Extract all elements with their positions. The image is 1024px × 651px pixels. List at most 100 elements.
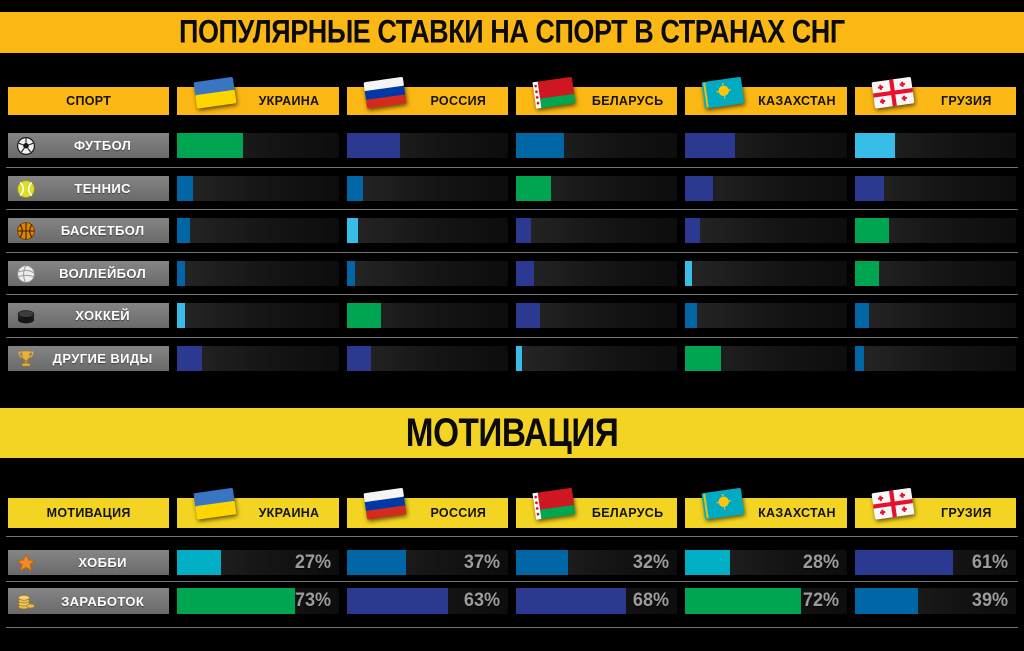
bar xyxy=(346,261,355,286)
bar xyxy=(515,133,565,158)
motivation-header-label: МОТИВАЦИЯ xyxy=(46,506,131,520)
bar xyxy=(515,303,541,328)
bar-track-ukraine xyxy=(177,176,339,201)
country-header-ukraine: УКРАИНА xyxy=(177,77,339,115)
bar xyxy=(346,346,371,371)
bar-track-ukraine xyxy=(177,303,339,328)
row-label-cell: ВОЛЛЕЙБОЛ xyxy=(8,261,170,286)
sport-header-row: СПОРТ УКРАИНА РОССИЯ БЕЛАРУСЬ КАЗАХСТАН xyxy=(8,77,1016,115)
bar xyxy=(346,133,400,158)
bar-track-russia: 63% xyxy=(346,588,508,614)
bar-track-kazakhstan xyxy=(685,346,847,371)
row-divider xyxy=(6,627,1018,628)
percent-value: 73% xyxy=(294,590,331,611)
bar xyxy=(515,218,531,243)
row-label-cell: ФУТБОЛ xyxy=(8,133,170,158)
bar xyxy=(177,176,194,201)
bar-track-kazakhstan xyxy=(685,303,847,328)
sport-label: БАСКЕТБОЛ xyxy=(60,223,145,238)
country-name: УКРАИНА xyxy=(258,506,320,520)
country-name: РОССИЯ xyxy=(430,94,487,108)
belarus-flag-icon xyxy=(532,77,576,109)
country-name: БЕЛАРУСЬ xyxy=(591,506,664,520)
country-name: ГРУЗИЯ xyxy=(940,506,992,520)
bar xyxy=(177,550,221,575)
bar xyxy=(685,176,713,201)
row-divider xyxy=(6,536,1018,537)
volleyball-icon xyxy=(16,264,36,284)
bar xyxy=(515,346,523,371)
bar xyxy=(854,261,879,286)
basketball-icon xyxy=(16,221,36,241)
country-header-ukraine: УКРАИНА xyxy=(177,488,339,528)
percent-value: 28% xyxy=(802,551,839,573)
bar-track-kazakhstan xyxy=(685,133,847,158)
country-name: ГРУЗИЯ xyxy=(940,94,992,108)
bar xyxy=(177,133,244,158)
percent-value: 37% xyxy=(463,551,500,573)
bar xyxy=(685,303,697,328)
sport-row-football: ФУТБОЛ xyxy=(8,133,1016,158)
bar-track-georgia xyxy=(854,261,1016,286)
row-label-cell: ТЕННИС xyxy=(8,176,170,201)
motivation-row-hobby: ХОББИ 27% 37% 32% 28% 61% xyxy=(8,550,1016,575)
bar-track-georgia: 61% xyxy=(854,550,1016,575)
row-label-cell: ХОББИ xyxy=(8,550,170,575)
bar-track-kazakhstan xyxy=(685,218,847,243)
bar-track-belarus xyxy=(515,218,678,243)
bar-track-belarus: 68% xyxy=(515,588,678,614)
sport-section-title: ПОПУЛЯРНЫЕ СТАВКИ НА СПОРТ В СТРАНАХ СНГ xyxy=(179,14,845,50)
percent-value: 72% xyxy=(802,590,839,611)
motivation-section-banner: МОТИВАЦИЯ xyxy=(0,408,1024,458)
row-label-cell: ДРУГИЕ ВИДЫ xyxy=(8,346,170,371)
bar-track-kazakhstan xyxy=(685,176,847,201)
bar xyxy=(177,346,202,371)
country-name: УКРАИНА xyxy=(258,94,320,108)
bar xyxy=(854,550,954,575)
bar xyxy=(515,176,552,201)
row-label-cell: ЗАРАБОТОК xyxy=(8,588,170,614)
bar xyxy=(346,588,449,614)
country-header-russia: РОССИЯ xyxy=(346,77,508,115)
soccer-ball-icon xyxy=(16,136,36,156)
country-name: БЕЛАРУСЬ xyxy=(591,94,664,108)
ukraine-flag-icon xyxy=(194,77,237,109)
row-divider xyxy=(6,209,1018,210)
bar xyxy=(685,588,802,614)
bar-track-kazakhstan: 72% xyxy=(685,588,847,614)
bar-track-russia xyxy=(346,261,508,286)
tennis-ball-icon xyxy=(16,179,36,199)
star-icon xyxy=(16,553,36,573)
percent-value: 68% xyxy=(633,590,670,611)
percent-value: 39% xyxy=(971,590,1008,611)
bar-track-russia: 37% xyxy=(346,550,508,575)
bar-track-russia xyxy=(346,133,508,158)
ukraine-flag-icon xyxy=(194,488,237,520)
kazakhstan-flag-icon xyxy=(701,488,745,520)
bar-track-ukraine xyxy=(177,133,339,158)
bar xyxy=(177,303,186,328)
bar xyxy=(346,218,358,243)
bar xyxy=(854,176,884,201)
bar xyxy=(685,218,700,243)
russia-flag-icon xyxy=(363,77,406,109)
sport-section-banner: ПОПУЛЯРНЫЕ СТАВКИ НА СПОРТ В СТРАНАХ СНГ xyxy=(0,12,1024,53)
motivation-section-title: МОТИВАЦИЯ xyxy=(405,410,619,455)
percent-value: 63% xyxy=(463,590,500,611)
motivation-row-earnings: ЗАРАБОТОК 73% 63% 68% 72% 39% xyxy=(8,588,1016,614)
bar-track-georgia xyxy=(854,303,1016,328)
georgia-flag-icon xyxy=(871,77,914,109)
country-header-belarus: БЕЛАРУСЬ xyxy=(515,488,678,528)
bar xyxy=(854,303,870,328)
motivation-label: ЗАРАБОТОК xyxy=(61,593,145,609)
trophy-icon xyxy=(16,349,36,369)
country-header-kazakhstan: КАЗАХСТАН xyxy=(685,488,847,528)
sport-label: ХОККЕЙ xyxy=(75,308,131,323)
country-header-georgia: ГРУЗИЯ xyxy=(854,488,1016,528)
bar-track-belarus xyxy=(515,261,678,286)
sport-row-hockey: ХОККЕЙ xyxy=(8,303,1016,328)
sport-label: ВОЛЛЕЙБОЛ xyxy=(59,266,147,281)
bar-track-belarus xyxy=(515,176,678,201)
sport-row-volleyball: ВОЛЛЕЙБОЛ xyxy=(8,261,1016,286)
